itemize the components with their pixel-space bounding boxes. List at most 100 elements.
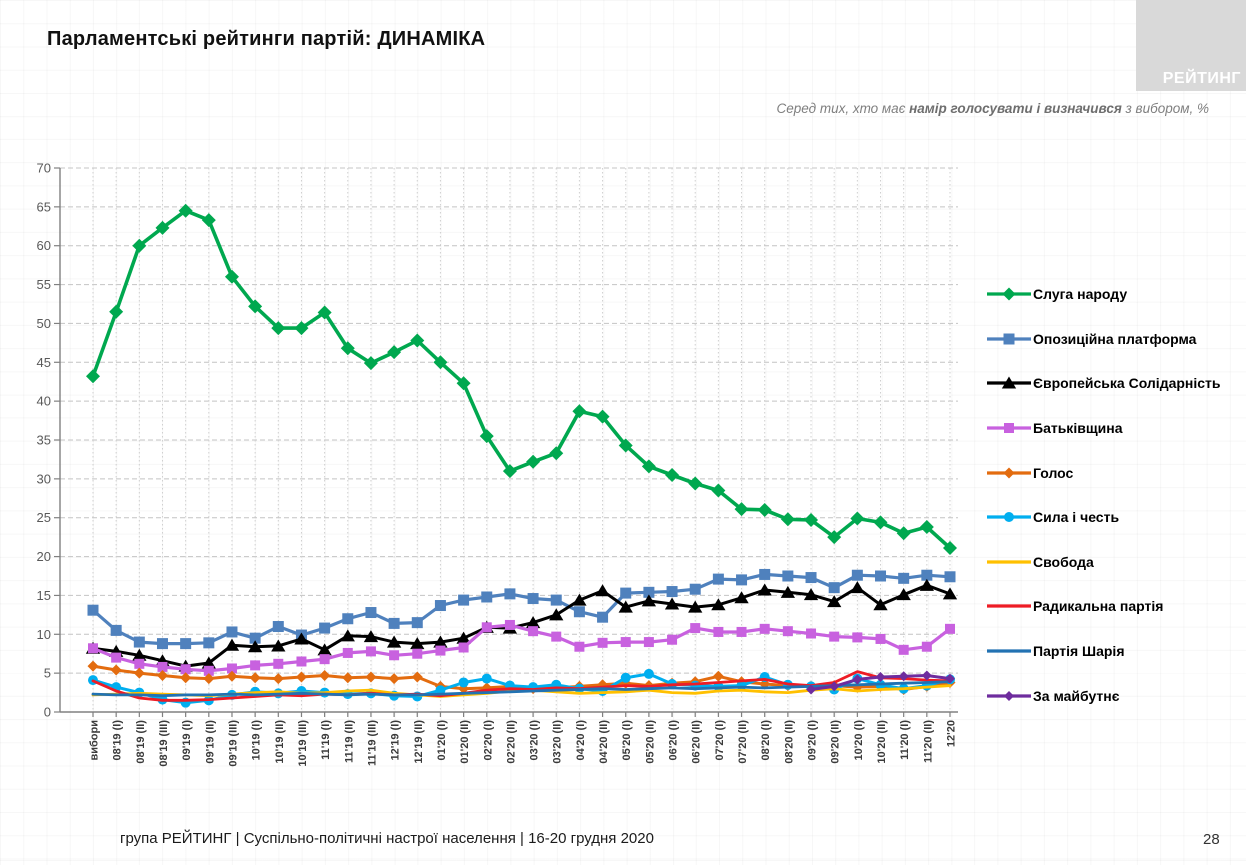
- data-point-diamond: [757, 502, 772, 517]
- data-point-square: [389, 650, 400, 661]
- data-point-square: [249, 632, 261, 644]
- data-point-square: [203, 665, 214, 676]
- x-tick-label: 10'19 (II): [274, 720, 286, 764]
- data-point-diamond: [132, 238, 147, 253]
- data-point-triangle: [919, 578, 934, 591]
- data-point-triangle: [247, 640, 263, 653]
- data-point-diamond: [133, 667, 145, 679]
- legend-item-9: Партія Шарія: [986, 629, 1246, 674]
- y-tick-label: 40: [37, 394, 51, 409]
- data-point-diamond: [943, 541, 957, 556]
- x-tick-label: 08'19 (I): [112, 720, 124, 761]
- data-point-square: [88, 643, 98, 654]
- data-point-triangle: [688, 600, 703, 613]
- x-tick-label: 09'20 (II): [830, 720, 842, 764]
- data-point-diamond: [850, 511, 865, 526]
- data-point-square: [782, 626, 793, 637]
- data-point-square: [713, 626, 724, 637]
- data-point-square: [759, 623, 770, 634]
- data-point-square: [667, 634, 678, 645]
- y-tick-label: 55: [37, 277, 51, 292]
- data-point-triangle: [363, 630, 379, 643]
- data-point-diamond: [109, 304, 124, 319]
- data-point-square: [458, 594, 470, 606]
- data-point-square: [551, 631, 562, 642]
- page-title: Парламентські рейтинги партій: ДИНАМІКА: [47, 28, 486, 50]
- data-point-diamond: [896, 526, 911, 541]
- data-point-square: [203, 637, 215, 649]
- data-point-square: [643, 637, 654, 648]
- data-point-diamond: [549, 446, 564, 461]
- x-tick-label: 01'20 (I): [436, 720, 448, 761]
- x-tick-label: 04'20 (I): [575, 720, 587, 761]
- legend-marker-diamond: [987, 287, 1031, 301]
- data-point-diamond: [411, 671, 423, 683]
- data-point-square: [296, 656, 307, 667]
- x-tick-label: 08'20 (II): [783, 720, 795, 764]
- data-point-square: [851, 569, 863, 581]
- data-point-square: [272, 621, 284, 633]
- data-point-square: [226, 663, 237, 674]
- data-point-diamond: [919, 520, 934, 535]
- data-point-triangle: [595, 584, 610, 597]
- data-point-square: [458, 642, 469, 653]
- data-point-square: [342, 647, 353, 658]
- data-point-diamond: [224, 269, 239, 284]
- y-tick-label: 25: [37, 510, 51, 525]
- data-point-triangle: [317, 643, 332, 656]
- data-point-square: [806, 628, 817, 639]
- page-number: 28: [1203, 831, 1220, 848]
- data-point-diamond: [87, 660, 99, 672]
- legend-label: Радикальна партія: [1033, 598, 1164, 615]
- legend-item-8: Радикальна партія: [986, 584, 1246, 629]
- footer-source-line: група РЕЙТИНГ | Суспільно-політичні наст…: [120, 830, 654, 847]
- data-point-square: [481, 622, 492, 633]
- data-point-triangle: [711, 598, 726, 611]
- x-tick-label: 02'20 (I): [482, 720, 494, 761]
- data-point-square: [319, 622, 331, 634]
- data-point-square: [110, 624, 122, 636]
- data-point-triangle: [201, 656, 216, 669]
- legend-marker-circle: [987, 512, 1031, 523]
- legend-item-3: Європейська Солідарність: [986, 361, 1246, 406]
- data-point-circle: [1004, 512, 1014, 523]
- data-point-triangle: [340, 629, 355, 642]
- y-axis-labels: 0 5 10 15 20 25 30 35 40 45 50 55 60 65 70: [37, 161, 60, 720]
- data-point-diamond: [294, 321, 309, 336]
- data-point-triangle: [850, 581, 865, 594]
- data-point-square: [690, 623, 701, 634]
- data-point-circle: [458, 677, 469, 688]
- data-point-diamond: [387, 345, 402, 360]
- data-point-square: [782, 570, 794, 582]
- data-point-square: [712, 573, 724, 585]
- data-point-diamond: [86, 369, 100, 384]
- legend-label: Партія Шарія: [1033, 643, 1125, 660]
- data-point-diamond: [618, 438, 633, 453]
- x-tick-label: 07'20 (II): [737, 720, 749, 764]
- legend-marker-none: [987, 560, 1031, 564]
- data-point-triangle: [1001, 376, 1017, 390]
- legend-item-2: Опозиційна платформа: [986, 317, 1246, 362]
- data-point-triangle: [271, 639, 286, 652]
- data-point-square: [828, 582, 840, 594]
- data-point-diamond: [688, 476, 703, 491]
- data-point-triangle: [873, 598, 888, 611]
- data-point-triangle: [572, 593, 587, 606]
- data-point-diamond: [388, 673, 400, 685]
- x-tick-label: вибори: [89, 720, 101, 761]
- data-point-square: [736, 574, 748, 586]
- data-point-square: [1004, 423, 1014, 434]
- series-line: [91, 623, 952, 673]
- data-point-square: [736, 626, 747, 637]
- legend-item-6: Сила і честь: [986, 495, 1246, 540]
- data-point-circle: [643, 668, 654, 679]
- x-tick-label: 10'19 (I): [251, 720, 263, 761]
- data-point-square: [829, 631, 840, 642]
- x-tick-label: 12'20: [946, 720, 958, 747]
- x-tick-label: 08'19 (III): [158, 720, 170, 767]
- data-point-diamond: [526, 454, 541, 469]
- legend-label: За майбутнє: [1033, 687, 1120, 704]
- data-point-square: [226, 626, 238, 638]
- series-10: [806, 670, 955, 695]
